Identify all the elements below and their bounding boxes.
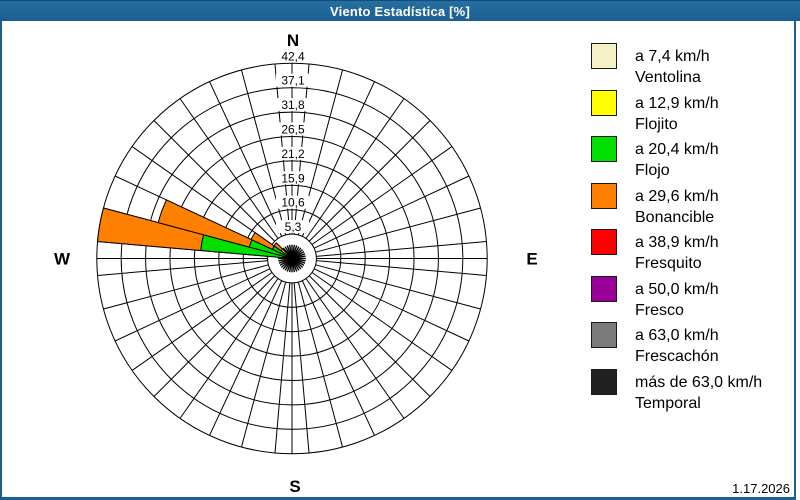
legend-category-label: Bonancible xyxy=(635,208,715,226)
ring-label-bg xyxy=(276,73,309,87)
ring-label: 5,3 xyxy=(285,220,302,234)
legend-item: a 7,4 km/h Ventolina xyxy=(591,43,791,90)
ring-label: 26,5 xyxy=(281,123,305,137)
legend-category-label: Flojito xyxy=(635,115,678,133)
grid-spoke xyxy=(311,146,453,245)
grid-spoke xyxy=(301,81,375,237)
grid-spoke xyxy=(209,280,283,436)
grid-spoke xyxy=(313,175,470,249)
center-marker xyxy=(280,252,297,264)
ring-label-bg xyxy=(276,98,309,112)
grid-spoke xyxy=(305,278,405,419)
legend-color-swatch xyxy=(591,182,617,209)
legend-category-label: Fresquito xyxy=(635,255,702,272)
ring-label: 21,2 xyxy=(281,147,305,161)
ring-label-bg xyxy=(276,146,309,160)
legend-color-swatch xyxy=(591,368,617,395)
grid-spoke xyxy=(103,264,269,310)
legend-category-label: Flojo xyxy=(635,162,670,179)
ring-label-bg xyxy=(276,49,309,63)
grid-spoke xyxy=(315,207,481,253)
ring-label-bg xyxy=(276,195,309,209)
legend-item: a 29,6 km/h Bonancible xyxy=(591,182,791,230)
grid-spoke xyxy=(293,282,310,454)
legend-category-label: Fresco xyxy=(635,301,684,319)
ring-label: 15,9 xyxy=(281,171,305,185)
legend-color-swatch xyxy=(591,89,617,116)
legend-speed-label: a 12,9 km/h xyxy=(635,94,719,112)
legend: a 7,4 km/h Ventolina a 12,9 km/h Flojito… xyxy=(591,43,791,415)
grid-spoke xyxy=(209,81,283,237)
compass-label-s: S xyxy=(289,477,300,496)
legend-speed-label: a 63,0 km/h xyxy=(635,327,719,344)
legend-speed-label: a 29,6 km/h xyxy=(635,187,719,205)
grid-spoke xyxy=(316,260,487,277)
grid-spoke xyxy=(315,264,481,310)
legend-category-label: Frescachón xyxy=(635,348,719,365)
grid-spoke xyxy=(153,120,276,242)
legend-item: más de 63,0 km/h Temporal xyxy=(591,368,791,416)
grid-spoke xyxy=(153,275,276,397)
compass-label-w: W xyxy=(54,250,71,269)
legend-speed-label: a 7,4 km/h xyxy=(635,48,710,65)
window-title: Viento Estadística [%] xyxy=(330,3,470,19)
legend-item: a 38,9 km/h Fresquito xyxy=(591,229,791,276)
grid-spoke xyxy=(131,272,273,371)
legend-speed-label: a 38,9 km/h xyxy=(635,234,719,251)
legend-color-swatch xyxy=(591,229,617,255)
legend-category-label: Temporal xyxy=(635,394,701,412)
grid-spoke xyxy=(308,275,431,397)
windrose-bar-segment xyxy=(96,207,205,252)
ring-label-bg xyxy=(276,122,309,136)
grid-spoke xyxy=(305,98,405,239)
grid-spoke xyxy=(274,282,291,454)
grid-spoke xyxy=(316,240,487,257)
title-bar: Viento Estadística [%] xyxy=(0,0,800,21)
legend-item: a 20,4 km/h Flojo xyxy=(591,136,791,183)
compass-label-n: N xyxy=(287,31,299,50)
legend-item: a 63,0 km/h Frescachón xyxy=(591,322,791,369)
status-date: 1.17.2026 xyxy=(732,481,790,496)
ring-label: 37,1 xyxy=(281,74,305,88)
legend-item: a 12,9 km/h Flojito xyxy=(591,89,791,137)
legend-speed-label: más de 63,0 km/h xyxy=(635,373,763,391)
grid-spoke xyxy=(179,278,279,419)
windrose-bar-segment xyxy=(250,231,275,251)
grid-spoke xyxy=(240,281,287,448)
grid-spoke xyxy=(297,281,344,448)
windrose-bar-segment xyxy=(273,242,284,252)
legend-speed-label: a 20,4 km/h xyxy=(635,141,719,158)
legend-speed-label: a 50,0 km/h xyxy=(635,280,719,298)
grid-spoke xyxy=(308,120,431,242)
compass-label-e: E xyxy=(526,250,537,269)
ring-label-bg xyxy=(276,171,309,185)
ring-label: 31,8 xyxy=(281,98,305,112)
ring-label: 42,4 xyxy=(281,49,305,63)
ring-label-bg xyxy=(276,220,309,234)
content-area xyxy=(0,21,796,500)
grid-spoke xyxy=(97,260,268,277)
legend-color-swatch xyxy=(591,136,617,162)
grid-spoke xyxy=(179,98,279,239)
legend-category-label: Ventolina xyxy=(635,69,701,86)
grid-spoke xyxy=(311,272,453,371)
ring-label: 10,6 xyxy=(281,196,305,210)
grid-spoke xyxy=(131,146,273,245)
windrose-bar-segment xyxy=(157,199,253,248)
grid-spoke xyxy=(114,268,271,342)
legend-color-swatch xyxy=(591,275,617,302)
grid-spoke xyxy=(301,280,375,436)
legend-color-swatch xyxy=(591,43,617,69)
legend-item: a 50,0 km/h Fresco xyxy=(591,275,791,323)
legend-color-swatch xyxy=(591,322,617,348)
grid-spoke xyxy=(313,268,470,342)
